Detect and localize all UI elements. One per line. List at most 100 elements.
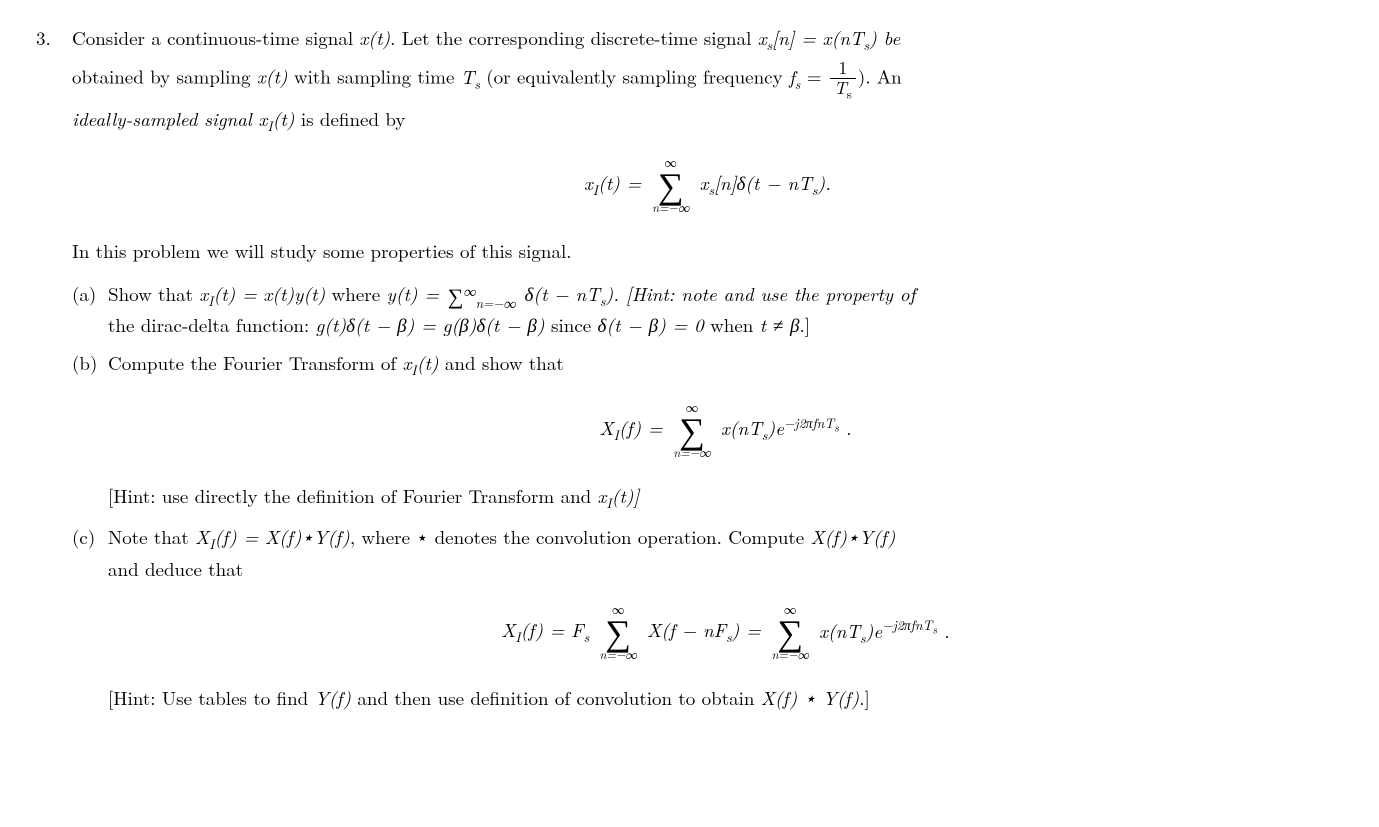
sub-s: s (584, 627, 590, 646)
math-Ts: Ts (461, 63, 480, 90)
math-conv2: X(f) ⋆ Y(f) (761, 684, 859, 711)
study-line: In this problem we will study some prope… (72, 237, 1343, 266)
text: .] (800, 311, 811, 338)
intro-line-3: ideally-sampled signal xI(t) is defined … (72, 105, 1343, 136)
X: X (501, 616, 515, 643)
sum-lower: n=−∞ (652, 201, 689, 213)
equation-b: XI(f) = ∞ ∑ n=−∞ x(nTs)e−j2πfnTs . (108, 401, 1343, 458)
summation-2: ∞ ∑ n=−∞ (772, 603, 809, 660)
lhs: xI(t) = (584, 169, 648, 196)
math-when: t ≠ β (760, 311, 800, 338)
bracket: [n] = x(nT (772, 24, 863, 51)
sum-inline: ∑∞n=−∞ (448, 284, 516, 309)
text: .] (859, 684, 870, 711)
rhs: x(nTs)e−j2πfnTs . (819, 617, 950, 644)
text: Show that (108, 280, 199, 307)
arg: (t) = x(t)y(t) (213, 280, 325, 307)
math-xt2: x(t) (257, 63, 288, 90)
x: x (584, 169, 593, 196)
e: )e (767, 414, 784, 441)
part-label-c: (c) (72, 523, 108, 552)
problem-3: 3. Consider a continuous-time signal x(t… (36, 24, 1343, 723)
denominator: Ts (830, 79, 856, 100)
exp: −j2πfnT (882, 615, 932, 634)
arg: (f) = (619, 414, 670, 441)
sub-s: s (847, 84, 852, 103)
sigma-icon: ∑ (772, 615, 809, 647)
hint-text: [Hint: use directly the definition of Fo… (108, 482, 598, 509)
math-fs: fs (789, 63, 800, 90)
summation: ∞ ∑ n=−∞ (652, 156, 689, 213)
intro-line-2: obtained by sampling x(t) with sampling … (72, 59, 1343, 100)
math-xt: x(t) (359, 24, 390, 51)
yt: y(t) = (386, 280, 445, 307)
sum-lower: n=−∞ (673, 446, 710, 458)
rhs: xs[n]δ(t − nTs). (700, 169, 831, 196)
intro-line-1: Consider a continuous-time signal x(t). … (72, 24, 1343, 55)
text: ). An (858, 63, 902, 90)
period: . (937, 617, 950, 644)
math-conv: X(f)⋆Y(f) (811, 523, 896, 550)
part-label-b: (b) (72, 349, 108, 378)
part-b-body: Compute the Fourier Transform of xI(t) a… (108, 349, 1343, 513)
text: and deduce that (108, 555, 243, 582)
text: is defined by (295, 105, 406, 132)
sum-lower: n=−∞ (772, 648, 809, 660)
problem-number: 3. (36, 24, 68, 53)
X: X (195, 523, 209, 550)
exp: −j2πfnT (784, 413, 834, 432)
arg: (f) = X(f)⋆Y(f) (214, 523, 349, 550)
T: T (461, 63, 475, 90)
text: the dirac-delta function: (108, 311, 316, 338)
part-c: (c) Note that XI(f) = X(f)⋆Y(f), where ⋆… (72, 523, 1343, 713)
part-a-body: Show that xI(t) = x(t)y(t) where y(t) = … (108, 280, 1343, 340)
X: X (599, 414, 613, 441)
period: . (839, 414, 852, 441)
equation-c: XI(f) = Fs ∞ ∑ n=−∞ X(f − nFs) = ∞ ∑ n=−… (108, 603, 1343, 660)
arg: (f) = F (521, 616, 584, 643)
math-prop: g(t)δ(t − β) = g(β)δ(t − β) (316, 311, 545, 338)
arg: (t) (417, 349, 439, 376)
text: obtained by sampling (72, 63, 257, 90)
text: , where ⋆ denotes the convolution operat… (350, 523, 811, 550)
x: x (758, 24, 767, 51)
hint-open: ). [Hint: note and use the property of (605, 280, 915, 307)
math: xI(t) = x(t)y(t) (199, 280, 325, 307)
math-yt: y(t) = ∑∞n=−∞ δ(t − nTs). [Hint: note an… (386, 280, 915, 307)
ideally-sampled-label: ideally-sampled signal (72, 105, 259, 132)
hint-text: [Hint: Use tables to find (108, 684, 315, 711)
T: T (834, 75, 847, 100)
text: and then use definition of convolution t… (351, 684, 761, 711)
lhs: XI(f) = (599, 414, 669, 441)
text: Compute the Fourier Transform of (108, 349, 403, 376)
math-XI: XI(f) = X(f)⋆Y(f) (195, 523, 350, 550)
math-xsn: xs[n] = x(nTs) be (758, 24, 901, 51)
x: x(nT (819, 617, 860, 644)
equation-1: xI(t) = ∞ ∑ n=−∞ xs[n]δ(t − nTs). (72, 156, 1343, 213)
x: x(nT (721, 414, 762, 441)
summation-1: ∞ ∑ n=−∞ (600, 603, 637, 660)
part-b: (b) Compute the Fourier Transform of xI(… (72, 349, 1343, 513)
text: and show that (439, 349, 564, 376)
sum-lower: n=−∞ (600, 648, 637, 660)
rhs: x(nTs)e−j2πfnTs . (721, 414, 852, 441)
close: ) be (869, 24, 900, 51)
text: (or equivalently sampling frequency (480, 63, 789, 90)
exponent: −j2πfnTs (784, 413, 839, 432)
sum-lower: n=−∞ (476, 293, 516, 312)
arg: (t) = (598, 169, 648, 196)
sigma-icon: ∑ (673, 413, 710, 445)
math-since: δ(t − β) = 0 (598, 311, 704, 338)
sigma-icon: ∑ (448, 280, 464, 311)
part-a: (a) Show that xI(t) = x(t)y(t) where y(t… (72, 280, 1343, 340)
lhs: XI(f) = Fs (501, 616, 589, 643)
text: where (325, 280, 386, 307)
eq: = (800, 63, 827, 90)
fraction-1-over-Ts: 1Ts (830, 59, 856, 100)
arg: (t)] (612, 482, 640, 509)
text: when (704, 311, 760, 338)
text: since (545, 311, 598, 338)
problem-body: Consider a continuous-time signal x(t). … (72, 24, 1343, 723)
summation: ∞ ∑ n=−∞ (673, 401, 710, 458)
math-xI: xI(t) (403, 349, 439, 376)
